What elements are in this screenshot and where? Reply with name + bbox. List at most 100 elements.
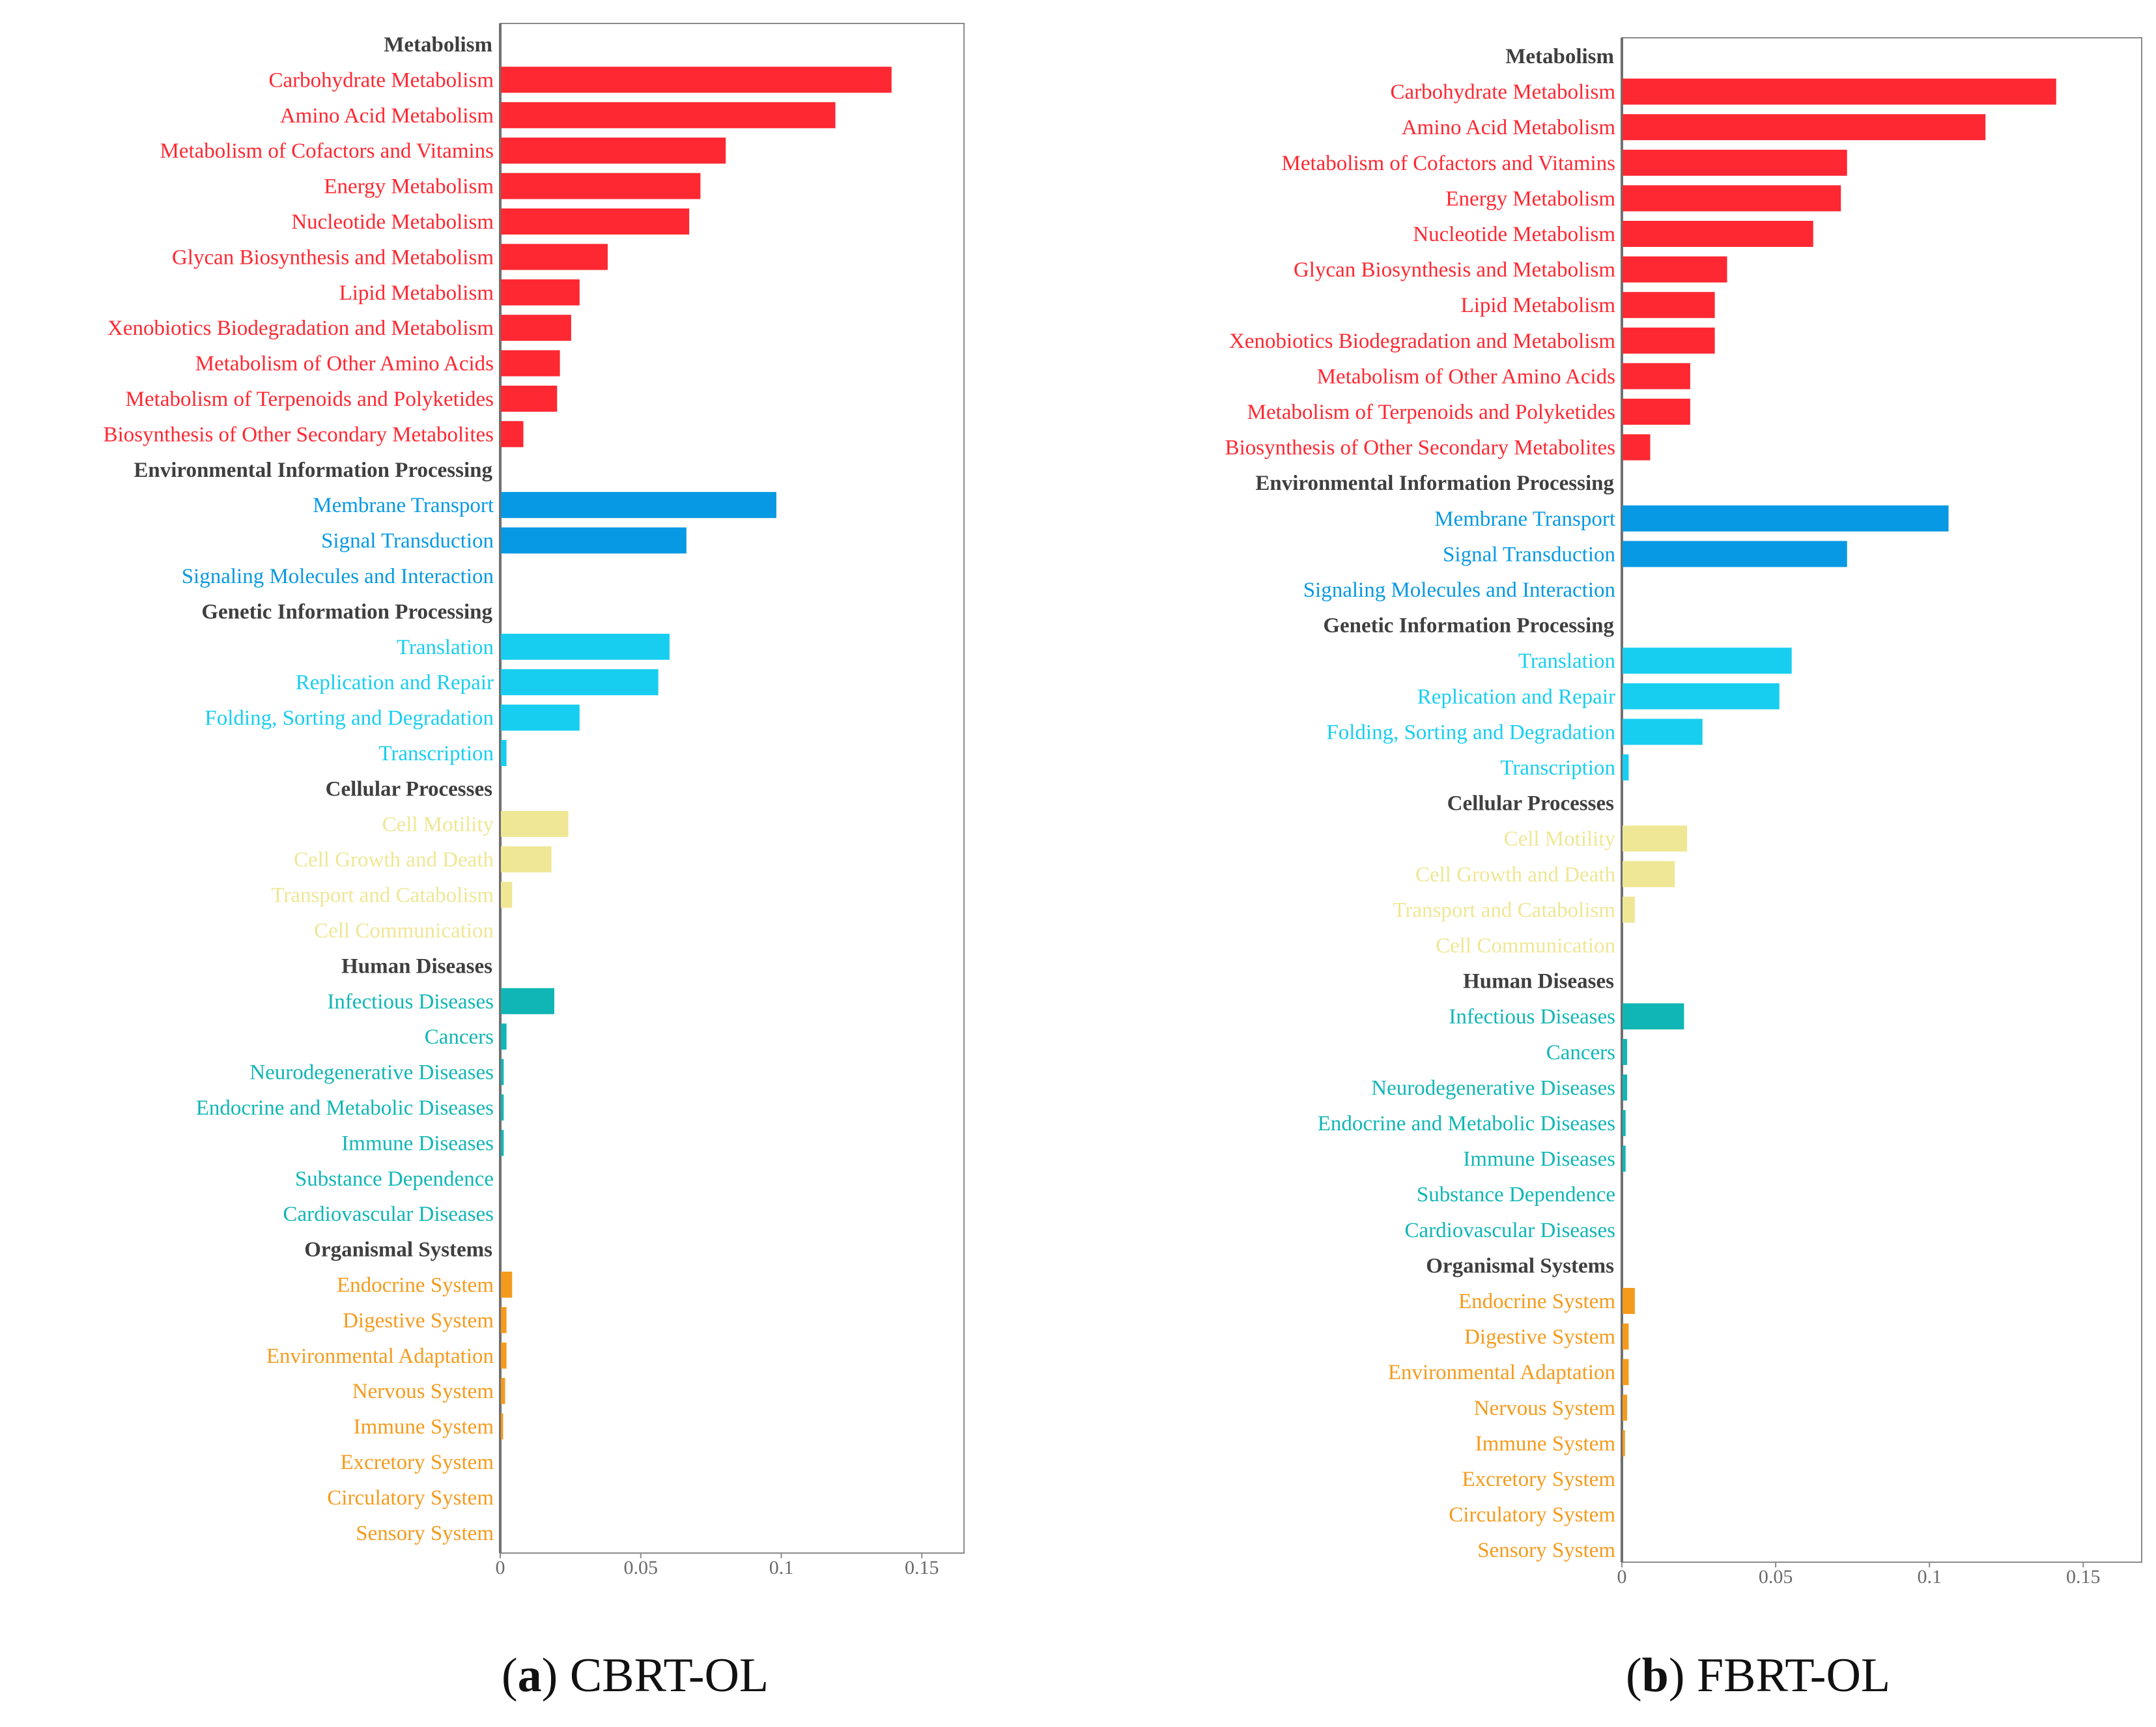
bar-immune-system [501,1413,504,1440]
bar-cell-growth-and-death [1623,861,1675,887]
x-tick-label: 0.15 [905,1557,939,1578]
bar-energy-metabolism [1623,185,1841,212]
bar-energy-metabolism [501,173,701,199]
bar-cell-motility [501,810,569,837]
pathway-label-nervous-system: Nervous System [1474,1397,1616,1420]
x-tick-label: 0.1 [769,1557,794,1578]
bar-metabolism-of-cofactors-and-vitamins [501,137,726,164]
bar-xenobiotics-biodegradation-and-metabolism [501,315,571,341]
pathway-label-lipid-metabolism: Lipid Metabolism [339,281,494,305]
bar-digestive-system [1623,1323,1629,1350]
pathway-label-cell-communication: Cell Communication [314,919,494,943]
pathway-label-cell-motility: Cell Motility [1504,827,1616,851]
bar-metabolism-of-other-amino-acids [1623,363,1690,390]
bar-immune-diseases [501,1130,504,1156]
pathway-label-translation: Translation [1518,649,1615,673]
category-header-cellular-processes: Cellular Processes [1447,792,1614,816]
pathway-label-immune-diseases: Immune Diseases [1463,1148,1615,1171]
category-header-cellular-processes: Cellular Processes [326,777,492,801]
bar-nucleotide-metabolism [1623,221,1813,247]
pathway-label-sensory-system: Sensory System [1477,1539,1615,1562]
bar-translation [1623,648,1792,674]
pathway-label-biosynthesis-of-other-secondary-metabolites: Biosynthesis of Other Secondary Metaboli… [104,423,494,446]
pathway-label-excretory-system: Excretory System [340,1451,494,1474]
bar-membrane-transport [501,492,776,519]
bar-transport-and-catabolism [501,881,513,908]
pathway-label-infectious-diseases: Infectious Diseases [1449,1005,1615,1029]
bar-neurodegenerative-diseases [501,1059,504,1085]
bar-amino-acid-metabolism [1623,114,1986,141]
bar-endocrine-and-metabolic-diseases [501,1094,504,1120]
pathway-label-metabolism-of-terpenoids-and-polyketides: Metabolism of Terpenoids and Polyketides [1247,401,1615,424]
pathway-label-metabolism-of-terpenoids-and-polyketides: Metabolism of Terpenoids and Polyketides [126,388,494,411]
bar-xenobiotics-biodegradation-and-metabolism [1623,327,1715,354]
pathway-label-folding-sorting-and-degradation: Folding, Sorting and Degradation [1326,721,1615,744]
bar-glycan-biosynthesis-and-metabolism [1623,256,1727,283]
panel-letter: b [1642,1649,1669,1702]
pathway-label-cancers: Cancers [1546,1041,1615,1064]
bar-metabolism-of-terpenoids-and-polyketides [501,386,558,412]
pathway-label-endocrine-and-metabolic-diseases: Endocrine and Metabolic Diseases [1318,1112,1615,1135]
pathway-label-transport-and-catabolism: Transport and Catabolism [271,884,494,907]
bar-immune-diseases [1623,1145,1626,1172]
pathway-label-signaling-molecules-and-interaction: Signaling Molecules and Interaction [182,565,494,588]
pathway-label-cardiovascular-diseases: Cardiovascular Diseases [1405,1219,1615,1242]
x-tick-label: 0 [496,1557,505,1578]
pathway-label-transcription: Transcription [378,742,494,765]
bar-endocrine-system [1623,1288,1635,1314]
pathway-label-cancers: Cancers [425,1025,494,1049]
pathway-label-energy-metabolism: Energy Metabolism [324,175,494,199]
pathway-label-replication-and-repair: Replication and Repair [1417,685,1615,709]
pathway-label-environmental-adaptation: Environmental Adaptation [1388,1361,1615,1384]
pathway-label-endocrine-system: Endocrine System [1458,1290,1615,1313]
pathway-label-replication-and-repair: Replication and Repair [296,671,494,694]
bar-nervous-system [501,1378,505,1405]
pathway-label-nucleotide-metabolism: Nucleotide Metabolism [1413,223,1615,246]
bar-cancers [501,1023,507,1050]
bar-membrane-transport [1623,505,1949,532]
pathway-label-digestive-system: Digestive System [1464,1326,1615,1349]
pathway-label-signal-transduction: Signal Transduction [1443,543,1615,566]
category-header-organismal-systems: Organismal Systems [304,1238,492,1262]
pathway-label-infectious-diseases: Infectious Diseases [327,990,494,1014]
bar-environmental-adaptation [1623,1359,1629,1386]
category-header-environmental-information-processing: Environmental Information Processing [134,459,492,482]
chart-panel-a: Metabolism Carbohydrate Metabolism Amino A… [104,23,965,1702]
pathway-label-lipid-metabolism: Lipid Metabolism [1461,294,1616,317]
category-header-human-diseases: Human Diseases [1463,970,1614,993]
x-tick-label: 0.15 [2066,1566,2101,1588]
bar-endocrine-system [501,1272,513,1298]
pathway-label-carbohydrate-metabolism: Carbohydrate Metabolism [268,68,494,92]
bar-transport-and-catabolism [1623,896,1635,923]
pathway-label-metabolism-of-other-amino-acids: Metabolism of Other Amino Acids [195,352,494,376]
bar-cancers [1623,1038,1628,1065]
pathway-label-sensory-system: Sensory System [356,1522,494,1545]
pathway-label-transport-and-catabolism: Transport and Catabolism [1393,898,1615,922]
bar-replication-and-repair [1623,683,1780,709]
category-header-genetic-information-processing: Genetic Information Processing [201,600,492,623]
pathway-label-neurodegenerative-diseases: Neurodegenerative Diseases [249,1061,494,1085]
category-header-genetic-information-processing: Genetic Information Processing [1323,614,1614,638]
bar-infectious-diseases [1623,1003,1684,1030]
bar-lipid-metabolism [501,279,580,306]
bar-environmental-adaptation [501,1342,507,1369]
x-tick-label: 0.05 [624,1557,659,1578]
pathway-label-excretory-system: Excretory System [1462,1468,1615,1491]
bar-neurodegenerative-diseases [1623,1074,1628,1101]
bar-signal-transduction [501,527,687,554]
chart-panel-b: Metabolism Carbohydrate Metabolism Amino A… [1225,37,2142,1702]
bar-transcription [501,740,507,766]
pathway-label-immune-system: Immune System [354,1416,494,1439]
pathway-label-endocrine-and-metabolic-diseases: Endocrine and Metabolic Diseases [196,1096,494,1120]
category-header-metabolism: Metabolism [384,33,492,57]
pathway-label-endocrine-system: Endocrine System [337,1274,494,1297]
category-header-human-diseases: Human Diseases [341,954,492,978]
category-header-metabolism: Metabolism [1505,45,1614,68]
pathway-label-cell-communication: Cell Communication [1436,934,1615,958]
bar-digestive-system [501,1307,507,1334]
bar-glycan-biosynthesis-and-metabolism [501,244,608,270]
panel-caption: (a) CBRT-OL [502,1649,769,1702]
pathway-label-folding-sorting-and-degradation: Folding, Sorting and Degradation [205,707,494,730]
pathway-label-digestive-system: Digestive System [343,1309,494,1332]
